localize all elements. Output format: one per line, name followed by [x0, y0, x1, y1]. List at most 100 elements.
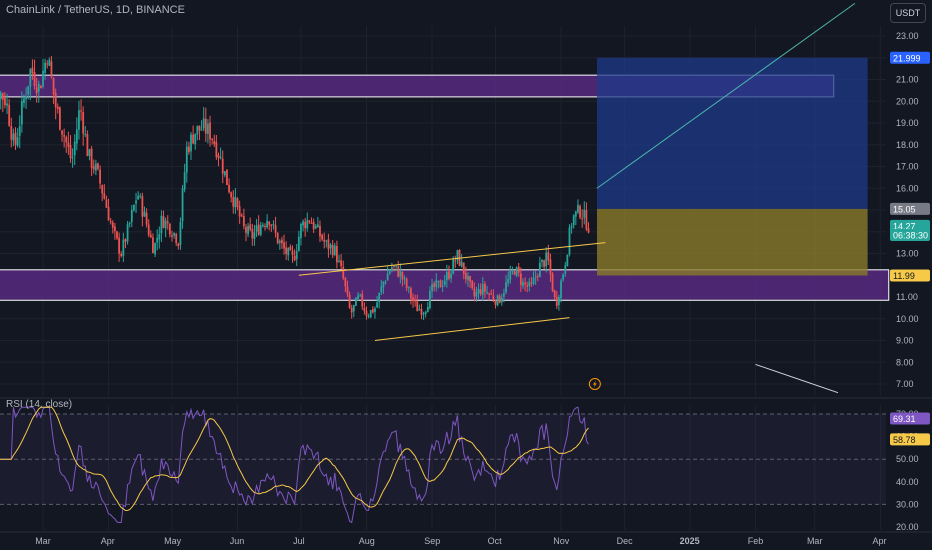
time-tick-label: Apr — [872, 536, 886, 546]
candle-body — [272, 223, 275, 225]
candle-body — [168, 224, 171, 235]
candle-body — [240, 215, 243, 217]
candle-body — [498, 295, 501, 303]
candle-body — [18, 125, 21, 137]
candle-body — [475, 292, 478, 297]
candle-body — [253, 232, 256, 240]
candle-body — [86, 134, 89, 157]
candle-body — [183, 172, 186, 190]
candle-body — [325, 240, 328, 242]
price-tag-label: 15.05 — [893, 204, 916, 214]
candle-body — [198, 125, 201, 131]
candle-body — [460, 261, 463, 267]
candle-body — [335, 246, 338, 263]
candle-body — [94, 163, 97, 171]
candle-body — [266, 220, 269, 228]
candle-body — [145, 212, 148, 225]
candle-body — [278, 240, 281, 243]
candle-body — [6, 103, 8, 106]
candle-body — [397, 266, 400, 277]
candle-body — [471, 280, 474, 289]
candle-body — [323, 239, 326, 242]
candle-body — [486, 292, 488, 294]
candle-body — [204, 118, 207, 134]
candle-body — [344, 277, 347, 287]
price-tag — [890, 269, 930, 282]
candle-body — [27, 86, 30, 95]
candle-body — [431, 284, 433, 292]
candle-body — [135, 200, 137, 204]
candle-body — [80, 110, 82, 112]
candle-body — [532, 278, 535, 284]
candle-body — [209, 122, 211, 140]
candle-body — [0, 92, 2, 100]
candle-body — [371, 309, 374, 313]
candle-body — [78, 110, 80, 130]
candle-body — [39, 85, 42, 89]
candle-body — [587, 228, 590, 233]
time-tick-label: Aug — [359, 536, 375, 546]
candle-body — [443, 280, 446, 285]
currency-button[interactable]: USDT — [890, 3, 926, 23]
time-tick-label: Sep — [424, 536, 440, 546]
rsi-value-tag — [890, 433, 930, 446]
candle-body — [572, 215, 575, 226]
candle-body — [321, 235, 323, 240]
candle-body — [44, 62, 47, 73]
candle-body — [577, 204, 579, 213]
time-tick-label: Dec — [617, 536, 634, 546]
candle-body — [234, 196, 237, 208]
price-tag — [890, 229, 930, 242]
candle-body — [338, 260, 340, 262]
candle-body — [511, 270, 514, 272]
candle-body — [147, 224, 150, 236]
candle-body — [517, 266, 520, 273]
rsi-value-label: 58.78 — [893, 435, 916, 445]
candle-body — [166, 221, 169, 224]
candle-body — [522, 281, 524, 287]
candle-body — [585, 209, 588, 230]
price-tick-label: 20.00 — [896, 96, 919, 106]
candle-body — [215, 142, 218, 158]
candle-body — [8, 104, 11, 126]
candle-body — [149, 234, 152, 238]
price-tick-label: 10.00 — [896, 314, 919, 324]
candle-body — [154, 243, 156, 255]
candle-body — [156, 237, 159, 243]
price-tag-label: 14.27 — [893, 221, 916, 231]
candle-body — [46, 63, 49, 65]
candle-body — [452, 259, 455, 274]
candle-body — [342, 266, 345, 278]
candle-body — [268, 221, 271, 225]
candle-body — [16, 137, 19, 146]
candle-body — [316, 224, 319, 228]
lightning-icon — [593, 380, 597, 388]
candle-body — [467, 275, 469, 281]
candle-body — [185, 146, 188, 173]
price-tag-label: 21.999 — [893, 53, 921, 63]
projection-line — [596, 2, 856, 189]
time-tick-label: Oct — [488, 536, 503, 546]
candle-body — [52, 77, 55, 94]
candle-body — [418, 309, 421, 311]
candle-body — [230, 192, 233, 198]
candle-body — [59, 107, 61, 130]
candle-body — [560, 280, 562, 299]
price-tick-label: 19.00 — [896, 118, 919, 128]
candle-body — [20, 100, 23, 125]
candle-body — [124, 239, 127, 242]
candle-body — [327, 239, 330, 250]
candle-body — [105, 199, 108, 208]
price-tick-label: 17.00 — [896, 162, 919, 172]
candle-body — [519, 273, 522, 285]
candle-body — [75, 129, 78, 144]
candle-body — [490, 293, 493, 295]
candle-body — [192, 134, 195, 144]
price-tag — [890, 51, 930, 64]
candle-body — [196, 125, 199, 135]
candle-body — [137, 195, 140, 200]
candle-body — [88, 149, 91, 156]
candle-body — [249, 224, 252, 230]
rsi-tick-label: 30.00 — [896, 499, 919, 509]
